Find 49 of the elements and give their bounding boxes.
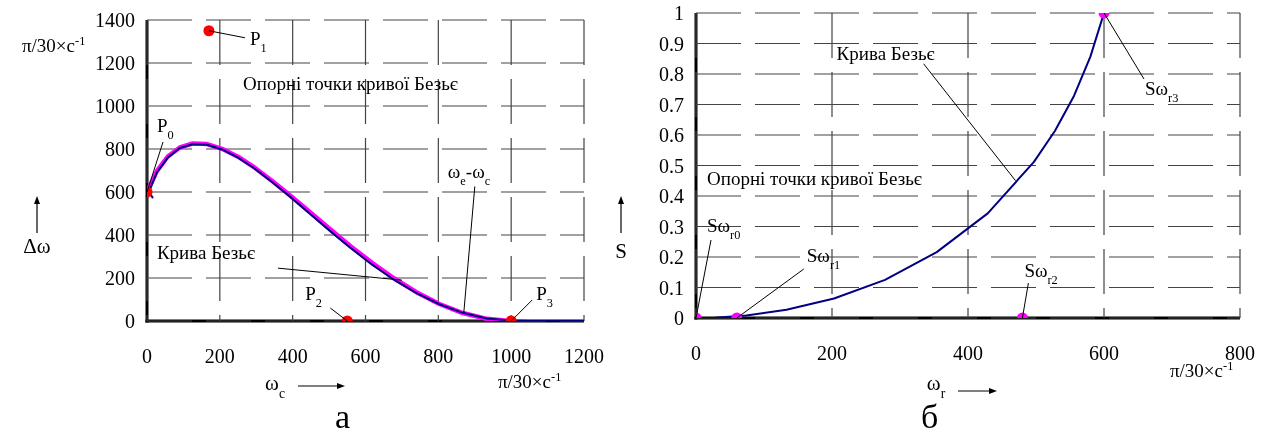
text: а — [335, 398, 351, 435]
y-tick-label: 1400 — [95, 9, 135, 32]
x-tick-label: 0 — [142, 345, 152, 368]
y-tick-label: 0.8 — [659, 63, 684, 86]
x-tick-label: 400 — [277, 345, 308, 368]
y-tick-label: 0.5 — [659, 154, 684, 177]
annotation: Sω$_{r3}$ — [1145, 78, 1179, 105]
y-tick-label: 0.7 — [659, 93, 684, 116]
y-tick-label: 0 — [125, 310, 135, 333]
x-tick-label: 600 — [1089, 342, 1119, 365]
y-tick-label: 800 — [105, 138, 135, 161]
x-tick-label: 1200 — [564, 345, 604, 368]
annotation: Крива Безьє — [156, 242, 256, 264]
annotation: P$_{0}$ — [157, 115, 174, 142]
x-tick-label: 800 — [423, 345, 454, 368]
y-tick-label: 200 — [105, 267, 135, 290]
x-tick-label: 600 — [350, 345, 381, 368]
y-tick-label: 0.9 — [659, 32, 684, 55]
annotation: Sω$_{r1}$ — [806, 245, 841, 272]
x-tick-label: 1000 — [491, 345, 532, 368]
annotation: Крива Безьє — [836, 42, 935, 64]
y-tick-label: 1200 — [95, 52, 135, 75]
annotation: P$_{1}$ — [249, 27, 267, 55]
x-tick-label: 200 — [204, 345, 235, 368]
x-axis-title: ω$_{c}$ — [265, 371, 285, 401]
annotation: Опорні точки кривої Безьє — [707, 168, 923, 189]
y-tick-label: 0 — [674, 307, 684, 330]
x-tick-label: 400 — [953, 342, 983, 365]
x-tick-label: 200 — [817, 342, 847, 365]
y-tick-label: 0.2 — [659, 246, 684, 269]
annotation: P$_{2}$ — [305, 283, 323, 310]
y-tick-label: 0.3 — [659, 215, 684, 238]
annotation: ω$_{e}$-ω$_{c}$ — [447, 161, 491, 189]
x-tick-label: 0 — [691, 342, 701, 365]
y-axis-title: Δω — [23, 234, 51, 258]
annotation: P$_{3}$ — [536, 283, 553, 310]
y-tick-label: 400 — [105, 224, 135, 247]
y-tick-label: 0.4 — [659, 185, 684, 208]
y-tick-label: 1000 — [95, 95, 135, 118]
y-tick-label: 1 — [674, 2, 684, 25]
annotation: Sω$_{r2}$ — [1024, 260, 1058, 287]
y-tick-label: 0.1 — [659, 276, 684, 299]
y-axis-title: S — [615, 239, 627, 263]
y-tick-label: 600 — [105, 181, 135, 204]
x-axis-title: ω$_{r}$ — [926, 371, 946, 401]
y-tick-label: 0.6 — [659, 124, 684, 147]
text: π/30×c$^{-1}$ — [498, 370, 562, 392]
text: π/30×c$^{-1}$ — [22, 34, 86, 56]
text: б — [921, 398, 939, 435]
